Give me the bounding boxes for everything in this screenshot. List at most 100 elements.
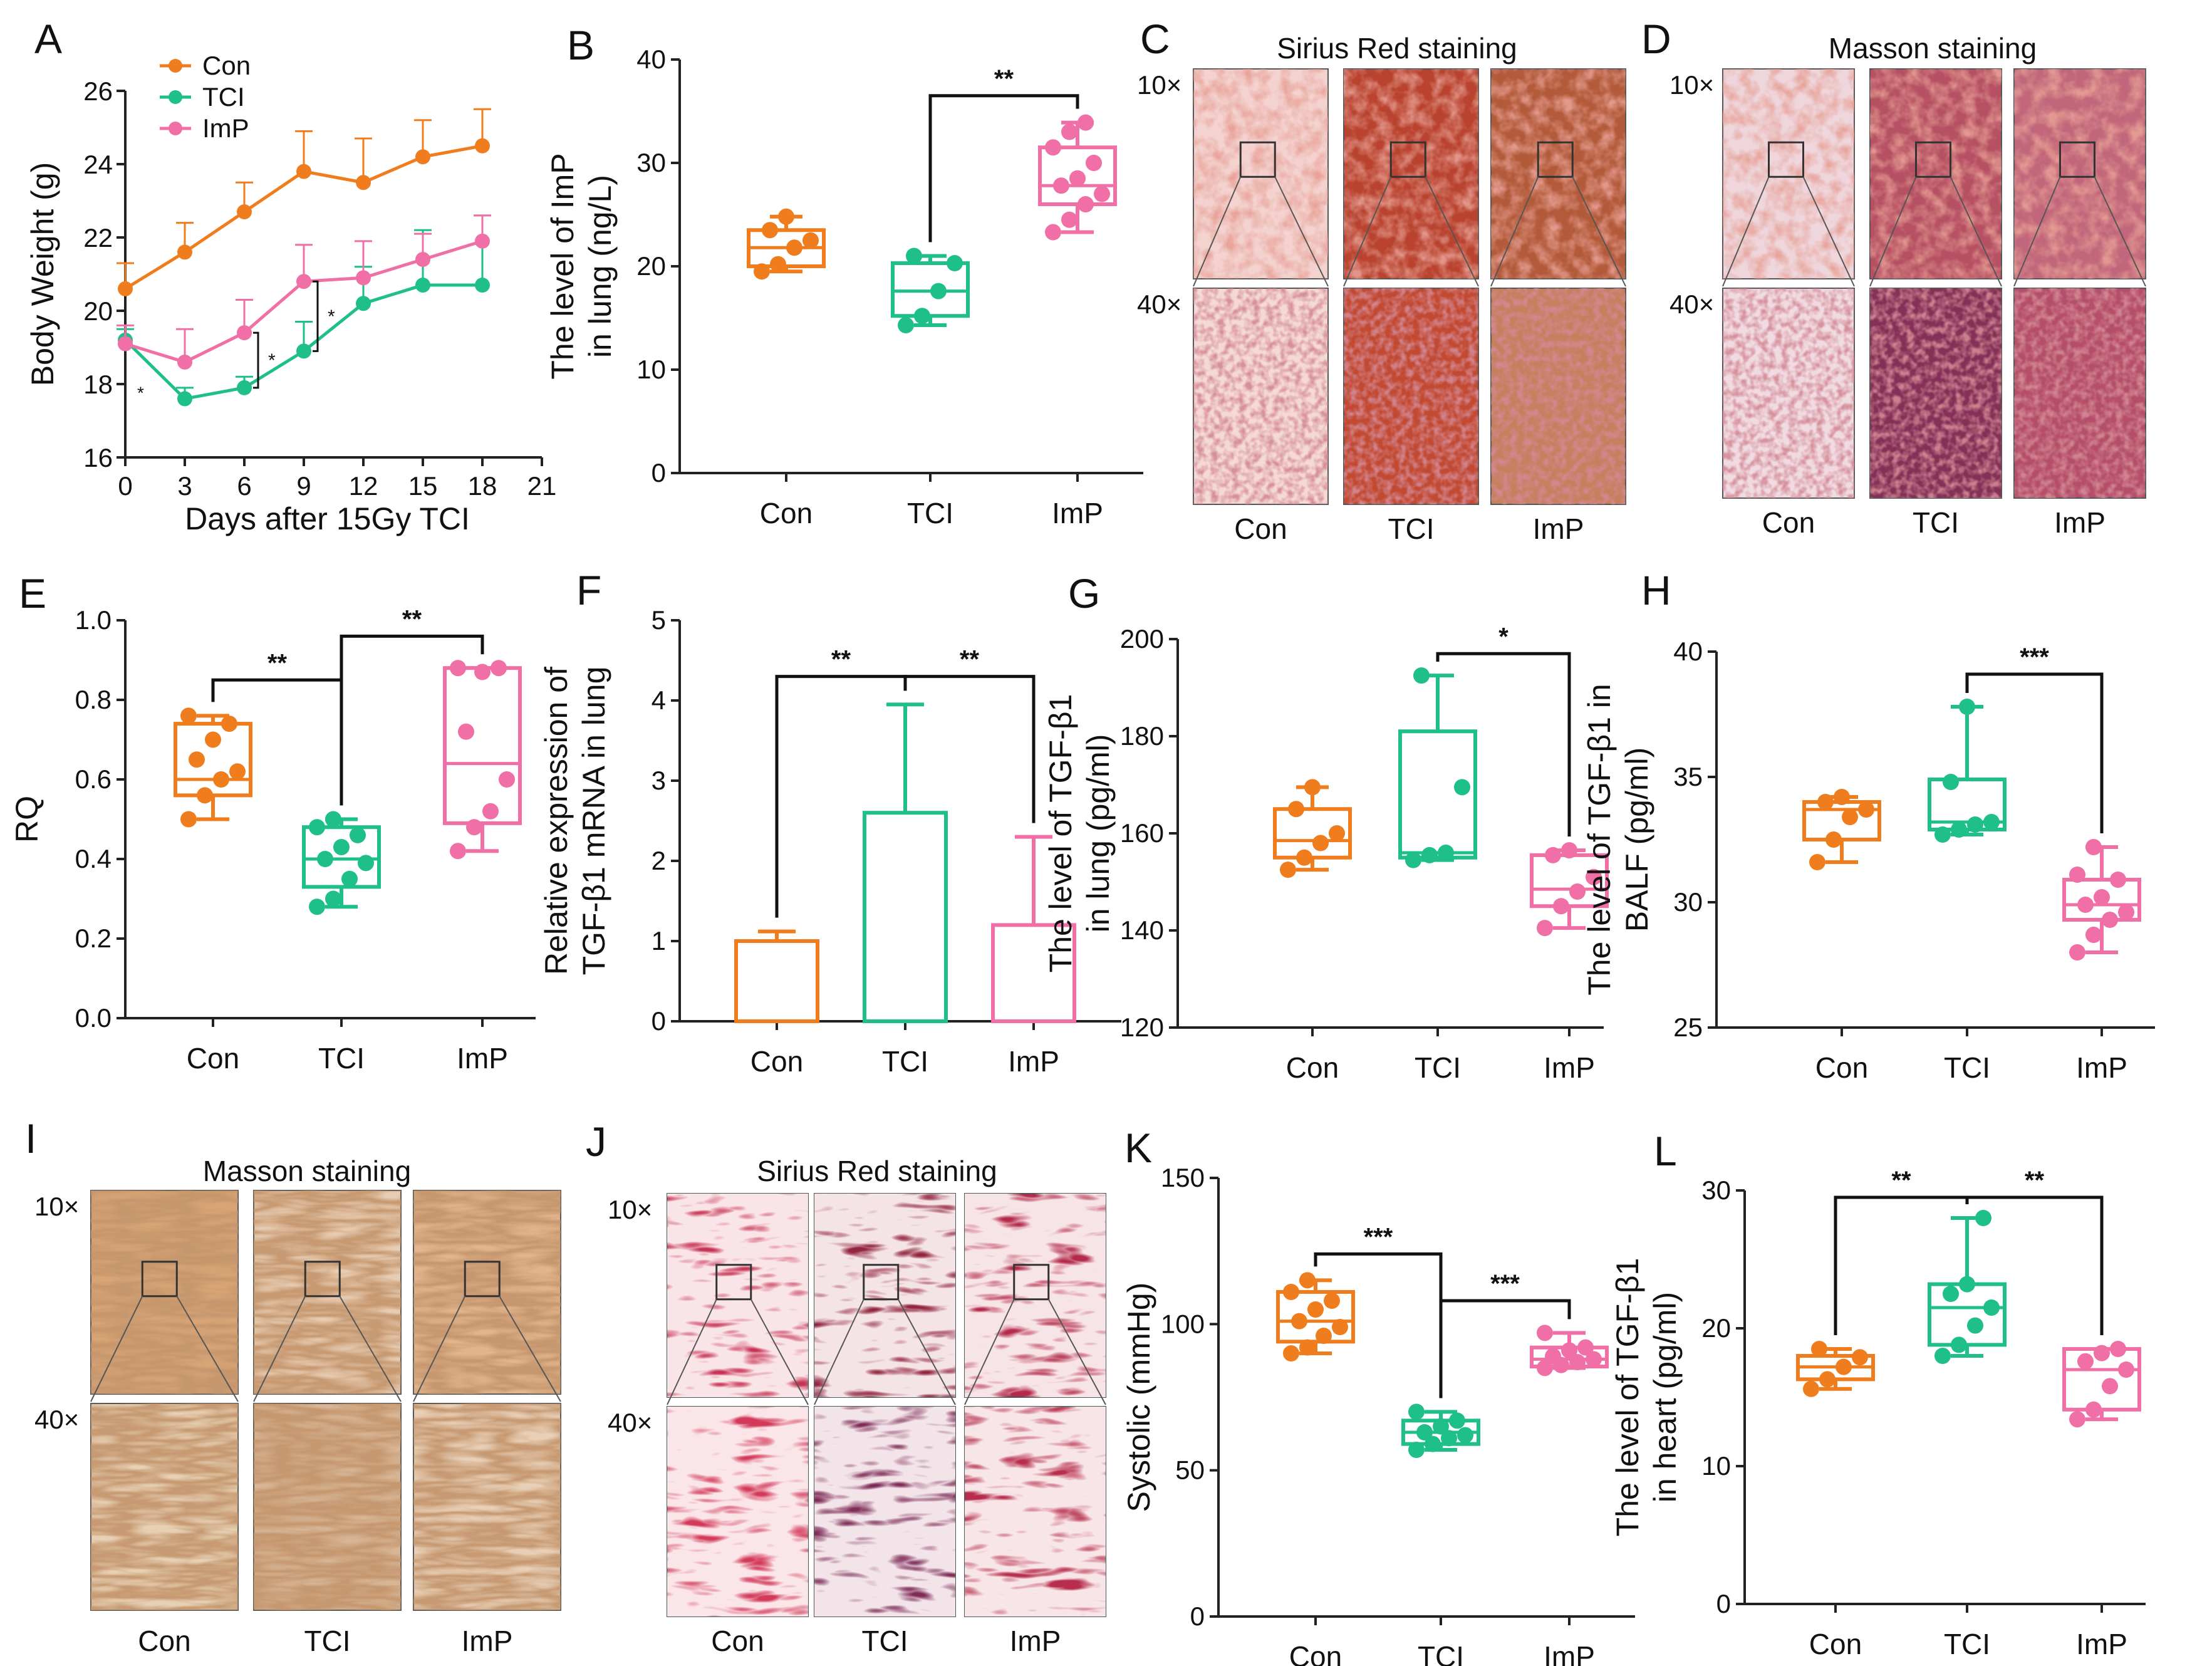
zoom-guide-line (253, 1296, 306, 1402)
zoom-region-box (1915, 141, 1951, 178)
data-point (317, 851, 333, 867)
x-tick-label: 9 (296, 471, 311, 501)
data-point (1408, 1403, 1425, 1420)
data-point (1296, 849, 1312, 866)
box-TCI (1401, 1403, 1480, 1458)
data-point (1324, 1293, 1340, 1309)
data-point (205, 731, 221, 748)
legend-marker (169, 90, 182, 104)
data-point (1852, 1349, 1868, 1366)
zoom-guide-line (1802, 176, 1855, 287)
data-point (197, 787, 213, 804)
panel-letter-f: F (576, 567, 601, 613)
significance-label: ** (267, 649, 288, 677)
data-point (1975, 1210, 1991, 1226)
data-point (1299, 1272, 1316, 1289)
x-category-label: ImP (1544, 1640, 1595, 1666)
y-axis-label: BALF (pg/ml) (1619, 747, 1654, 932)
micrograph-texture (91, 1403, 238, 1610)
data-point (325, 890, 341, 907)
data-point (1086, 155, 1102, 171)
legend-marker (169, 122, 182, 135)
zoom-guide-line (2094, 176, 2146, 287)
box-Con (747, 208, 826, 280)
zoom-guide-line (667, 1299, 717, 1405)
data-point (118, 336, 133, 351)
data-point (2110, 1341, 2126, 1357)
micrograph-texture (2014, 69, 2146, 279)
box-iqr (443, 666, 522, 825)
x-category-label: TCI (882, 1045, 928, 1078)
zoom-guide-line (897, 1299, 956, 1405)
micrograph-texture (1344, 288, 1478, 504)
data-point (1304, 779, 1321, 796)
zoom-guide-line (499, 1296, 561, 1402)
data-point (1545, 846, 1561, 863)
significance-bracket (313, 280, 319, 352)
significance-label: ** (1891, 1167, 1911, 1194)
magnification-label: 40× (608, 1408, 652, 1437)
panel-I-histology: Masson staining 10× 40× Con TCI ImP (34, 1155, 561, 1657)
y-tick-label: 150 (1161, 1163, 1205, 1192)
zoom-region-box (1239, 141, 1276, 178)
panel-letter-k: K (1124, 1125, 1152, 1171)
box-Con (1796, 1341, 1875, 1397)
data-point (1454, 779, 1470, 796)
data-point (2085, 927, 2102, 943)
panel-letter-a: A (34, 16, 62, 62)
data-point (309, 819, 325, 836)
zoom-guide-line (339, 1296, 402, 1402)
box-TCI (891, 247, 970, 334)
zoom-guide-line (1193, 176, 1242, 287)
data-point (1586, 868, 1602, 885)
panel-D-histology: Masson staining 10× 40× Con TCI ImP (1669, 32, 2146, 539)
data-point (1943, 1286, 1959, 1302)
data-point (1316, 1328, 1332, 1344)
panel-L-chart: 0 10 20 30 Con TCI ImP The level of TGF-β1 in he… (1610, 1167, 2146, 1660)
data-point (1586, 1351, 1602, 1368)
data-point (491, 660, 507, 677)
bar-Con (734, 939, 819, 1023)
x-category-label: ImP (2076, 1628, 2127, 1660)
significance-label: * (137, 383, 144, 402)
data-point (802, 232, 819, 249)
panel-letter-d: D (1641, 16, 1671, 62)
box-TCI (302, 811, 381, 915)
data-point (177, 354, 192, 370)
y-tick-label: 35 (1673, 762, 1703, 791)
data-point (2094, 1345, 2110, 1361)
y-tick-label: 5 (652, 605, 666, 635)
data-point (2085, 839, 2102, 855)
y-tick-label: 22 (83, 223, 113, 253)
zoom-guide-line (814, 1299, 865, 1405)
data-point (2069, 944, 2085, 961)
zoom-region-box (141, 1261, 178, 1298)
panel-title: Masson staining (203, 1155, 411, 1187)
micrograph-texture (965, 1407, 1106, 1617)
y-tick-label: 40 (1673, 637, 1703, 666)
zoom-guide-line (90, 1296, 143, 1402)
data-point (1817, 794, 1834, 810)
data-point (356, 175, 371, 190)
zoom-guide-line (1047, 1299, 1106, 1405)
data-point (1561, 842, 1577, 859)
magnification-label: 10× (608, 1195, 652, 1224)
y-tick-label: 20 (636, 251, 666, 281)
significance-label: ** (994, 65, 1014, 93)
significance-label: ** (831, 646, 851, 674)
micrograph-texture (965, 1194, 1106, 1397)
y-axis-label: The level of TGF-β1 in (1582, 684, 1617, 995)
data-point (1951, 1336, 1967, 1353)
micrograph-texture (413, 1403, 561, 1610)
micrograph-texture (1491, 288, 1626, 504)
y-tick-label: 0.0 (75, 1003, 112, 1033)
y-tick-label: 30 (1701, 1175, 1731, 1205)
y-tick-label: 0 (652, 1006, 666, 1036)
x-category-label: Con (1809, 1628, 1862, 1660)
data-point (1438, 845, 1454, 861)
y-tick-label: 18 (83, 370, 113, 399)
zoom-region-box (1768, 141, 1804, 178)
panel-letter-h: H (1641, 567, 1671, 613)
data-point (450, 843, 466, 860)
data-point (1934, 1348, 1951, 1364)
